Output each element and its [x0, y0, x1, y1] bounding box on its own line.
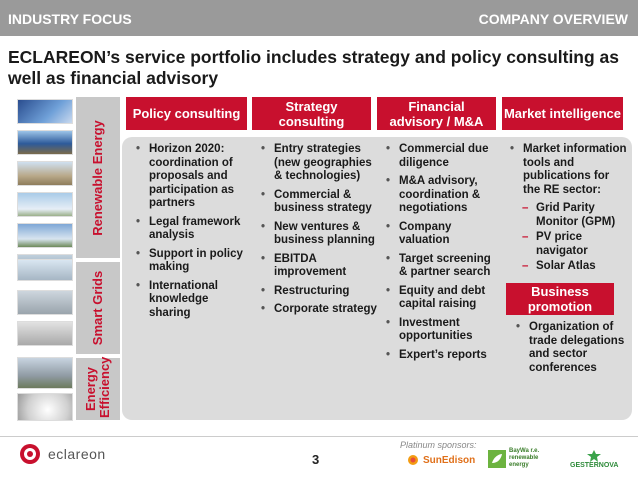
list-item: Company valuation — [386, 221, 498, 248]
tab-renewable-energy: Renewable Energy — [76, 97, 120, 258]
wind-turbines-image — [17, 192, 73, 217]
list-item: Commercial & business strategy — [261, 189, 377, 216]
strategy-consulting-list: Entry strategies (new geographies & tech… — [261, 143, 377, 322]
star-icon — [587, 450, 602, 462]
list-item: Market information tools and publication… — [510, 143, 628, 197]
smart-grids-label: Smart Grids — [90, 270, 105, 346]
market-intelligence-list: Market information tools and publication… — [510, 143, 628, 276]
business-promotion-header: Business promotion — [506, 283, 614, 315]
list-item: Equity and debt capital raising — [386, 285, 498, 312]
sponsors-label: Platinum sponsors: — [400, 440, 477, 450]
solar-field-image — [17, 130, 73, 155]
policy-consulting-list: Horizon 2020: coordination of proposals … — [136, 143, 252, 325]
sponsor-name: GESTERNOVA — [570, 462, 619, 469]
list-item: Corporate strategy — [261, 303, 377, 317]
solar-panels-image — [17, 99, 73, 124]
renewable-energy-label: Renewable Energy — [90, 119, 105, 236]
list-item: Entry strategies (new geographies & tech… — [261, 143, 377, 184]
page-number: 3 — [312, 452, 320, 467]
list-item: Target screening & partner search — [386, 253, 498, 280]
list-item: Horizon 2020: coordination of proposals … — [136, 143, 252, 211]
eclareon-logo: eclareon — [18, 442, 106, 466]
sub-list-item: Solar Atlas — [510, 260, 628, 274]
financial-advisory-header: Financial advisory / M&A — [377, 97, 496, 130]
list-item: Restructuring — [261, 285, 377, 299]
power-lines-image — [17, 259, 73, 281]
grid-image — [17, 290, 73, 315]
list-item: Legal framework analysis — [136, 216, 252, 243]
eclareon-logo-icon — [20, 444, 40, 464]
list-item: M&A advisory, coordination & negotiation… — [386, 175, 498, 216]
list-item: Support in policy making — [136, 248, 252, 275]
energy-efficiency-label: Energy Efficiency — [83, 356, 112, 418]
sponsor-name: SunEdison — [423, 454, 476, 466]
strategy-consulting-header: Strategy consulting — [252, 97, 371, 130]
policy-consulting-header: Policy consulting — [126, 97, 247, 130]
windfarm-image — [17, 223, 73, 248]
footer-divider — [0, 436, 638, 437]
leaf-icon — [488, 449, 506, 468]
list-item: International knowledge sharing — [136, 280, 252, 321]
company-overview-title: COMPANY OVERVIEW — [478, 11, 628, 27]
sponsor-baywa: BayWa r.e. renewable energy — [488, 448, 559, 469]
list-item: Organization of trade delegations and se… — [516, 321, 628, 375]
list-item: Commercial due diligence — [386, 143, 498, 170]
list-item: Investment opportunities — [386, 317, 498, 344]
lightbulb-image — [17, 393, 73, 421]
list-item: Expert’s reports — [386, 349, 498, 363]
financial-advisory-list: Commercial due diligence M&A advisory, c… — [386, 143, 498, 367]
sun-icon — [408, 455, 418, 465]
tab-smart-grids: Smart Grids — [76, 262, 120, 354]
sponsor-gesternova: GESTERNOVA — [570, 450, 619, 469]
sponsor-sunedison: SunEdison — [405, 452, 475, 468]
market-intelligence-header: Market intelligence — [502, 97, 623, 130]
tab-energy-efficiency: Energy Efficiency — [76, 356, 120, 420]
desert-solar-image — [17, 161, 73, 186]
page-title: ECLAREON’s service portfolio includes st… — [8, 47, 620, 88]
logo-wordmark: eclareon — [48, 446, 106, 462]
sub-list-item: PV price navigator — [510, 231, 628, 258]
business-promotion-list: Organization of trade delegations and se… — [516, 321, 628, 380]
sponsor-name: BayWa r.e. renewable energy — [509, 448, 540, 468]
list-item: EBITDA improvement — [261, 253, 377, 280]
list-item: New ventures & business planning — [261, 221, 377, 248]
top-bar: INDUSTRY FOCUS COMPANY OVERVIEW — [0, 0, 638, 36]
sub-list-item: Grid Parity Monitor (GPM) — [510, 202, 628, 229]
meters-image — [17, 321, 73, 346]
city-image — [17, 357, 73, 389]
section-title: INDUSTRY FOCUS — [8, 11, 132, 27]
